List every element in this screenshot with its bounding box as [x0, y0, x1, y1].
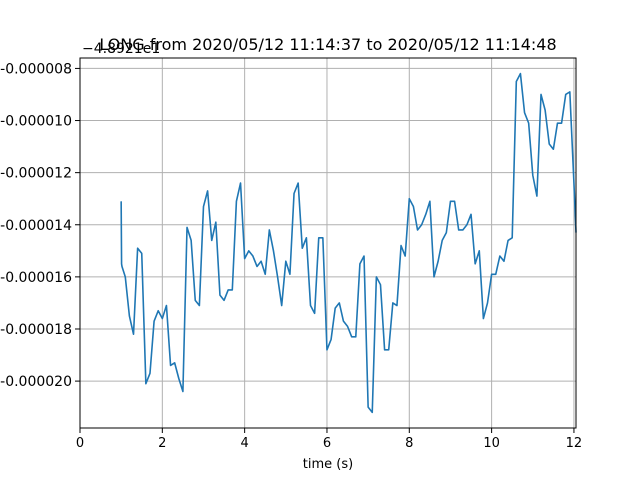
series-line — [120, 72, 577, 414]
x-tick-label: 4 — [241, 436, 249, 451]
y-tick-label: -0.000012 — [0, 166, 72, 182]
y-offset-label: −4.8921e1 — [82, 41, 160, 57]
y-tick-label: -0.000014 — [0, 218, 72, 234]
y-tick-label: -0.000008 — [0, 61, 72, 77]
plot-frame — [79, 57, 577, 429]
x-tick-label: 12 — [566, 436, 583, 451]
y-tick-label: -0.000016 — [0, 270, 72, 286]
tick-labels: 0 2 4 6 8 10 12 -0.000008 -0.000010 -0.000012 -0.0… — [0, 61, 582, 451]
x-tick-label: 8 — [405, 436, 413, 451]
series-layer — [120, 72, 577, 414]
x-tick-label: 2 — [158, 436, 166, 451]
y-tick-label: -0.000020 — [0, 374, 72, 390]
grid-lines — [79, 58, 576, 428]
x-axis-label: time (s) — [303, 457, 353, 472]
x-tick-label: 10 — [483, 436, 500, 451]
x-tick-label: 6 — [323, 436, 331, 451]
chart-title: LONG from 2020/05/12 11:14:37 to 2020/05… — [99, 35, 556, 54]
y-tick-label: -0.000018 — [0, 322, 72, 338]
x-tick-label: 0 — [76, 436, 84, 451]
tick-marks — [75, 67, 575, 433]
y-tick-label: -0.000010 — [0, 114, 72, 130]
